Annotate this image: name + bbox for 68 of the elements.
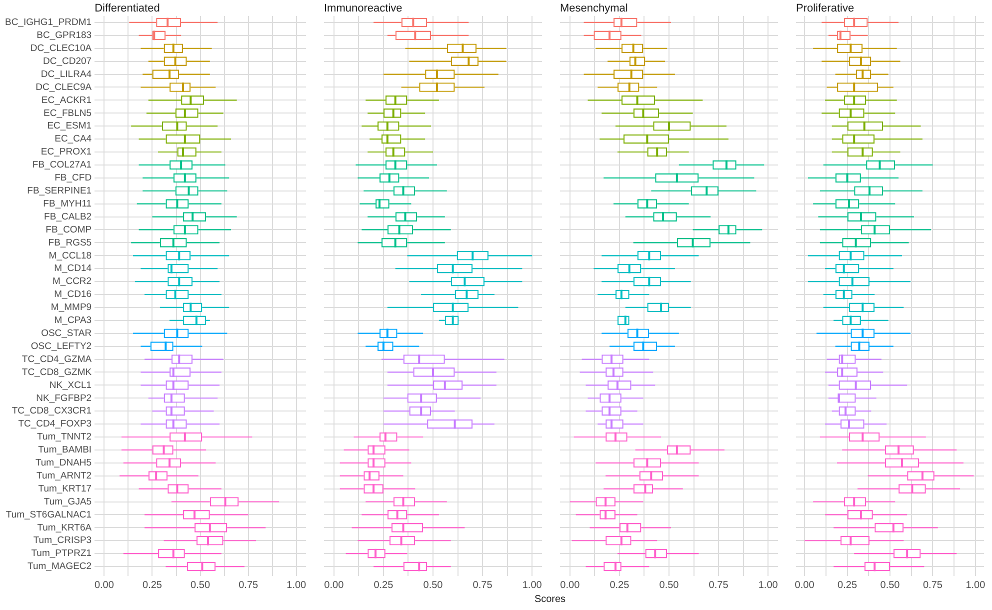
y-tick-label: Tum_ST6GALNAC1	[6, 509, 92, 520]
y-tick-label: FB_COL27A1	[32, 160, 92, 171]
x-tick-label: 0.25	[374, 580, 394, 591]
y-tick-label: EC_CA4	[54, 134, 92, 145]
y-tick-label: M_CD14	[54, 263, 92, 274]
chart-title: Mesenchymal	[560, 2, 628, 15]
y-tick-label: NK_XCL1	[49, 380, 92, 391]
y-tick-label: M_CCL18	[48, 250, 92, 262]
y-tick-label: M_CCR2	[52, 276, 92, 288]
x-tick-label: 0.00	[94, 580, 114, 591]
x-tick-label: 0.00	[560, 580, 580, 591]
y-tick-label: Tum_KRT6A	[37, 522, 92, 534]
x-tick-label: 0.00	[794, 580, 815, 591]
x-tick-label: 0.75	[472, 580, 493, 591]
y-tick-label: EC_PROX1	[40, 146, 92, 158]
x-tick-label: 0.50	[423, 580, 444, 591]
y-tick-label: FB_COMP	[46, 224, 92, 236]
y-tick-label: FB_CFD	[54, 172, 92, 184]
x-tick-label: 0.75	[922, 580, 943, 591]
y-tick-label: TC_CD4_FOXP3	[18, 418, 92, 430]
y-tick-label: M_MMP9	[50, 302, 92, 314]
y-tick-label: OSC_LEFTY2	[30, 340, 92, 352]
y-tick-label: TC_CD8_CX3CR1	[12, 406, 92, 417]
y-tick-label: FB_CALB2	[44, 211, 92, 222]
x-tick-label: 0.25	[142, 580, 162, 591]
x-tick-label: 0.50	[880, 580, 900, 591]
y-tick-label: FB_RGS5	[48, 237, 92, 248]
y-tick-label: BC_IGHG1_PRDM1	[4, 17, 92, 28]
y-tick-label: Tum_PTPRZ1	[31, 548, 92, 560]
y-tick-label: BC_GPR183	[36, 30, 92, 42]
y-tick-label: EC_ACKR1	[41, 94, 92, 106]
y-tick-label: EC_ESM1	[47, 120, 92, 132]
chart-title: Differentiated	[94, 2, 160, 15]
y-tick-label: Tum_GJA5	[44, 496, 92, 508]
y-tick-label: FB_SERPINE1	[27, 185, 92, 196]
y-tick-label: OSC_STAR	[41, 328, 92, 339]
y-tick-label: Tum_KRT17	[38, 483, 92, 494]
x-tick-label: 0.00	[324, 580, 344, 591]
y-tick-label: Tum_ARNT2	[36, 470, 92, 482]
y-tick-label: Tum_TNNT2	[37, 432, 92, 443]
x-tick-label: 1.00	[758, 580, 778, 591]
chart-title: Immunoreactive	[324, 2, 402, 15]
y-tick-label: Tum_MAGEC2	[28, 561, 92, 572]
x-tick-label: 0.25	[610, 580, 630, 591]
y-tick-label: M_CD16	[54, 289, 92, 300]
y-tick-label: TC_CD4_GZMA	[22, 354, 92, 365]
x-tick-label: 0.25	[838, 580, 858, 591]
chart-title: Proliferative	[796, 2, 854, 15]
x-tick-label: 1.00	[966, 580, 986, 591]
y-tick-label: NK_FGFBP2	[36, 392, 92, 404]
y-tick-label: M_CPA3	[54, 315, 92, 326]
x-tick-label: 1.00	[522, 580, 542, 591]
x-tick-label: 1.00	[286, 580, 307, 591]
x-tick-label: 0.75	[708, 580, 729, 591]
x-axis-title: Scores	[533, 594, 567, 607]
y-tick-label: DC_CLEC10A	[30, 43, 92, 54]
y-tick-label: EC_FBLN5	[44, 108, 92, 119]
y-tick-label: DC_LILRA4	[40, 68, 92, 80]
y-tick-label: Tum_DNAH5	[35, 458, 92, 469]
x-tick-label: 0.50	[190, 580, 210, 591]
x-tick-label: 0.50	[659, 580, 680, 591]
y-tick-label: DC_CLEC9A	[36, 82, 92, 93]
x-tick-label: 0.75	[238, 580, 259, 591]
y-tick-label: FB_MYH11	[43, 198, 92, 210]
y-tick-label: TC_CD8_GZMK	[22, 366, 92, 378]
y-tick-label: Tum_CRISP3	[33, 535, 92, 546]
y-tick-label: Tum_BAMBI	[38, 444, 92, 456]
y-tick-label: DC_CD207	[43, 56, 92, 67]
